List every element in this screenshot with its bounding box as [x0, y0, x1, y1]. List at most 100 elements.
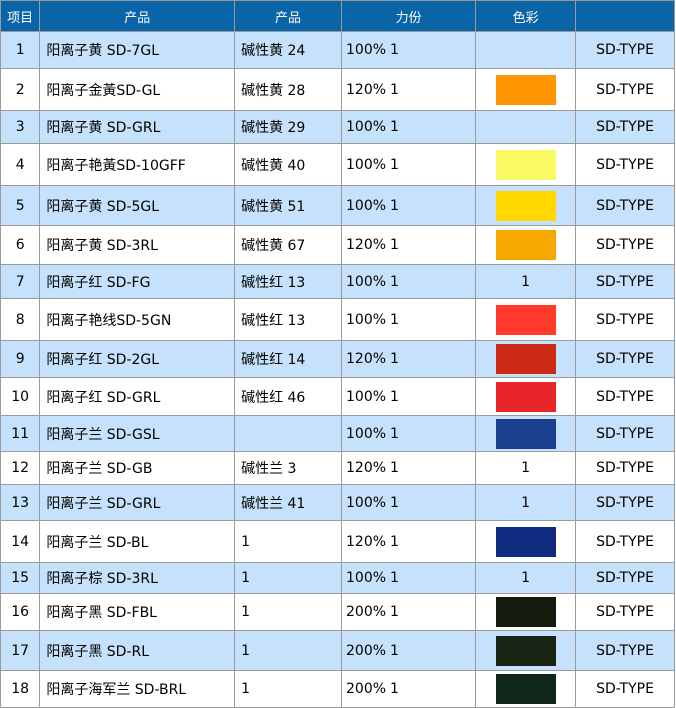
strength-cell: 100% 1 [342, 111, 476, 143]
color-cell: 1 [476, 563, 576, 593]
color-cell: 1 [476, 452, 576, 484]
color-swatch [495, 526, 556, 557]
quantity-value: 1 [390, 81, 399, 98]
product-ci: 碱性黄 24 [235, 32, 342, 68]
color-cell [476, 226, 576, 264]
row-index: 18 [1, 671, 40, 707]
quantity-value: 1 [390, 119, 399, 135]
product-ci: 碱性兰 3 [235, 452, 342, 484]
product-ci: 1 [235, 631, 342, 670]
color-cell [476, 521, 576, 562]
product-ci: 碱性黄 29 [235, 111, 342, 143]
header-type [576, 1, 674, 31]
product-ci: 碱性黄 28 [235, 69, 342, 110]
product-type: SD-TYPE [576, 631, 674, 670]
strength-cell: 100% 1 [342, 563, 476, 593]
color-cell [476, 341, 576, 377]
strength-value: 120% [346, 460, 387, 476]
product-type: SD-TYPE [576, 32, 674, 68]
strength-value: 100% [346, 388, 387, 405]
strength-value: 100% [346, 273, 387, 290]
product-type: SD-TYPE [576, 452, 674, 484]
quantity-value: 1 [390, 273, 399, 290]
table-row: 13 阳离子兰 SD-GRL 碱性兰 41 100% 1 1 SD-TYPE [1, 485, 674, 520]
table-header-row: 项目 产品 产品 力份 色彩 [1, 1, 674, 31]
quantity-value: 1 [390, 237, 399, 253]
quantity-value: 1 [390, 533, 399, 550]
strength-value: 100% [346, 494, 387, 511]
product-ci: 碱性黄 40 [235, 144, 342, 185]
header-strength: 力份 [342, 1, 476, 31]
row-index: 2 [1, 69, 40, 110]
strength-cell: 200% 1 [342, 671, 476, 707]
product-type: SD-TYPE [576, 341, 674, 377]
strength-value: 120% [346, 237, 387, 253]
quantity-value: 1 [390, 311, 399, 328]
table-row: 1 阳离子黄 SD-7GL 碱性黄 24 100% 1 SD-TYPE [1, 32, 674, 68]
strength-cell: 200% 1 [342, 594, 476, 630]
quantity-value: 1 [390, 604, 399, 620]
header-color: 色彩 [476, 1, 576, 31]
table-row: 2 阳离子金黃SD-GL 碱性黄 28 120% 1 SD-TYPE [1, 69, 674, 110]
row-index: 10 [1, 378, 40, 415]
product-ci: 碱性兰 41 [235, 485, 342, 520]
row-index: 6 [1, 226, 40, 264]
table-row: 15 阳离子棕 SD-3RL 1 100% 1 1 SD-TYPE [1, 563, 674, 593]
color-cell [476, 111, 576, 143]
header-product: 产品 [40, 1, 235, 31]
table-row: 3 阳离子黄 SD-GRL 碱性黄 29 100% 1 SD-TYPE [1, 111, 674, 143]
color-cell [476, 186, 576, 225]
strength-cell: 200% 1 [342, 631, 476, 670]
table-row: 4 阳离子艳黃SD-10GFF 碱性黄 40 100% 1 SD-TYPE [1, 144, 674, 185]
strength-value: 120% [346, 81, 387, 98]
product-ci: 1 [235, 594, 342, 630]
row-index: 7 [1, 265, 40, 298]
table-row: 11 阳离子兰 SD-GSL 100% 1 SD-TYPE [1, 416, 674, 451]
strength-cell: 100% 1 [342, 378, 476, 415]
quantity-value: 1 [390, 197, 399, 214]
product-ci: 1 [235, 671, 342, 707]
color-swatch [495, 381, 556, 412]
strength-value: 100% [346, 311, 387, 328]
table-row: 17 阳离子黑 SD-RL 1 200% 1 SD-TYPE [1, 631, 674, 670]
product-type: SD-TYPE [576, 485, 674, 520]
strength-value: 200% [346, 604, 387, 620]
row-index: 13 [1, 485, 40, 520]
product-type: SD-TYPE [576, 265, 674, 298]
strength-value: 200% [346, 681, 387, 697]
color-cell [476, 594, 576, 630]
color-text: 1 [521, 494, 531, 511]
color-cell [476, 671, 576, 707]
product-type: SD-TYPE [576, 416, 674, 451]
quantity-value: 1 [390, 42, 399, 58]
color-swatch [495, 597, 556, 627]
row-index: 17 [1, 631, 40, 670]
table-row: 8 阳离子艳线SD-5GN 碱性红 13 100% 1 SD-TYPE [1, 299, 674, 340]
strength-value: 100% [346, 156, 387, 173]
strength-cell: 120% 1 [342, 341, 476, 377]
product-type: SD-TYPE [576, 594, 674, 630]
color-swatch [495, 149, 556, 180]
color-text: 1 [521, 460, 531, 476]
product-type: SD-TYPE [576, 186, 674, 225]
product-name: 阳离子黄 SD-3RL [40, 226, 235, 264]
product-type: SD-TYPE [576, 226, 674, 264]
strength-cell: 120% 1 [342, 521, 476, 562]
color-cell: 1 [476, 265, 576, 298]
product-ci: 碱性红 13 [235, 265, 342, 298]
quantity-value: 1 [390, 642, 399, 659]
quantity-value: 1 [390, 351, 399, 367]
strength-value: 100% [346, 425, 387, 442]
table-row: 5 阳离子黄 SD-5GL 碱性黄 51 100% 1 SD-TYPE [1, 186, 674, 225]
color-cell [476, 299, 576, 340]
row-index: 16 [1, 594, 40, 630]
color-cell [476, 32, 576, 68]
table-row: 6 阳离子黄 SD-3RL 碱性黄 67 120% 1 SD-TYPE [1, 226, 674, 264]
color-swatch [495, 304, 556, 335]
color-swatch [495, 418, 556, 449]
product-ci: 1 [235, 563, 342, 593]
product-name: 阳离子海军兰 SD-BRL [40, 671, 235, 707]
product-ci: 碱性黄 51 [235, 186, 342, 225]
color-cell [476, 631, 576, 670]
color-swatch [495, 74, 556, 105]
